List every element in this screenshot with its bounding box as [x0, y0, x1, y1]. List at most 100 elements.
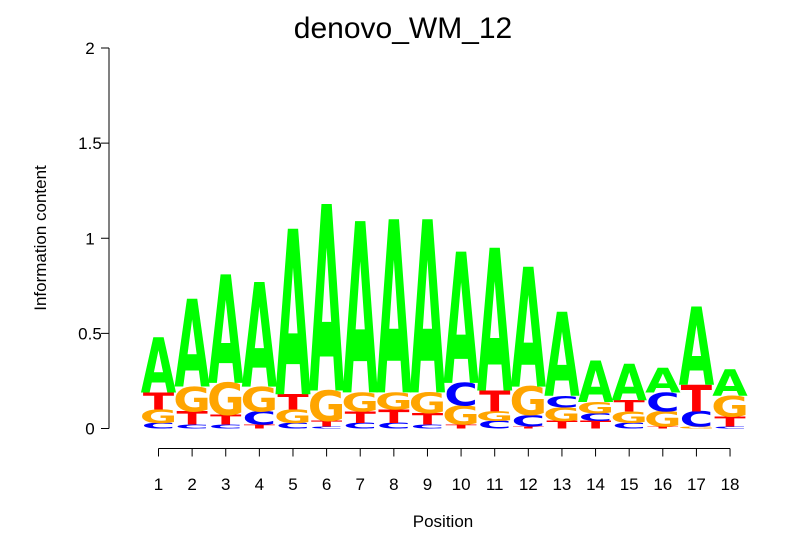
logo-letter-C: C — [646, 387, 680, 418]
logo-letter-G: G — [577, 399, 615, 417]
logo-letter-T: T — [479, 386, 510, 419]
x-tick-label: 12 — [519, 475, 538, 494]
x-axis: 1 2 3 4 5 6 7 8 9 10 11 12 13 14 15 16 17 18 — [154, 448, 740, 494]
logo-letter-T: T — [378, 407, 410, 428]
logo-letter-T: T — [546, 419, 578, 431]
logo-letter-T: T — [513, 426, 544, 429]
logo-letter-C: C — [579, 411, 613, 423]
logo-letter-G: G — [476, 409, 514, 424]
logo-letter-G: G — [341, 387, 379, 418]
y-tick-label: 1.5 — [78, 134, 102, 153]
logo-letter-C: C — [310, 426, 344, 429]
logo-letter-C: C — [545, 393, 579, 411]
logo-letter-G: G — [375, 388, 413, 416]
logo-letter-C: C — [444, 378, 478, 414]
logo-letter-A: A — [208, 245, 243, 418]
y-tick-label: 1 — [85, 229, 94, 248]
x-axis-label: Position — [413, 512, 473, 531]
logo-letter-T: T — [244, 424, 276, 430]
logo-letter-G: G — [644, 408, 682, 432]
logo-letter-T: T — [311, 419, 343, 428]
logo-letter-T: T — [412, 411, 444, 429]
logo-letter-C: C — [209, 424, 243, 430]
logo-letter-A: A — [242, 255, 277, 422]
logo-letter-G: G — [274, 407, 312, 428]
x-tick-label: 3 — [221, 475, 230, 494]
logo-letter-A: A — [275, 184, 310, 449]
logo-letter-C: C — [713, 426, 747, 429]
logo-letter-T: T — [345, 409, 377, 427]
logo-letter-C: C — [612, 421, 646, 430]
logo-letter-G: G — [543, 405, 581, 426]
logo-letter-T: T — [277, 391, 309, 415]
logo-letter-C: C — [512, 412, 546, 430]
logo-letter-C: C — [411, 424, 445, 430]
logo-letter-A: A — [309, 154, 344, 452]
x-tick-label: 2 — [187, 475, 196, 494]
logo-letter-A: A — [477, 209, 512, 438]
logo-letter-A: A — [443, 216, 479, 426]
x-tick-label: 6 — [322, 475, 331, 494]
x-tick-label: 13 — [552, 475, 571, 494]
y-tick-label: 0 — [85, 420, 94, 439]
logo-letter-G: G — [241, 380, 279, 420]
x-tick-label: 9 — [423, 475, 432, 494]
logo-letter-G: G — [678, 426, 716, 429]
x-tick-label: 15 — [620, 475, 639, 494]
logo-letter-G: G — [207, 374, 245, 426]
logo-letter-G: G — [510, 379, 548, 425]
logo-letter-G: G — [610, 409, 648, 427]
y-axis: 0 0.5 1 1.5 2 — [78, 39, 110, 439]
x-tick-label: 10 — [452, 475, 471, 494]
x-tick-label: 11 — [486, 475, 504, 494]
logo-letter-T: T — [210, 413, 241, 428]
x-tick-label: 8 — [389, 475, 398, 494]
logo-letter-T: T — [176, 408, 208, 429]
x-tick-label: 14 — [586, 475, 605, 494]
logo-letter-A: A — [174, 277, 209, 416]
logo-letter-G: G — [140, 407, 178, 428]
logo-letter-C: C — [175, 424, 209, 430]
logo-letter-C: C — [478, 419, 512, 431]
logo-letter-T: T — [143, 388, 174, 416]
x-tick-label: 16 — [653, 475, 672, 494]
logo-letter-T: T — [714, 415, 745, 430]
logo-letter-A: A — [679, 287, 715, 410]
logo-letter-A: A — [511, 235, 546, 426]
logo-letter-A: A — [544, 290, 580, 424]
logo-letter-G: G — [308, 383, 346, 432]
logo-letter-A: A — [410, 173, 445, 449]
y-tick-label: 2 — [85, 39, 94, 58]
logo-letter-C: C — [680, 408, 714, 432]
x-tick-label: 5 — [288, 475, 297, 494]
logo-letter-A: A — [141, 322, 177, 410]
x-tick-label: 17 — [687, 475, 706, 494]
logo-letter-A: A — [645, 361, 680, 401]
x-tick-label: 7 — [355, 475, 364, 494]
logo-letter-A: A — [376, 173, 411, 449]
x-tick-label: 18 — [721, 475, 740, 494]
logo-letter-A: A — [342, 174, 377, 447]
x-tick-label: 1 — [154, 475, 163, 494]
logo-letter-T: T — [681, 378, 713, 420]
logo-letter-T: T — [647, 426, 678, 429]
chart-title: denovo_WM_12 — [294, 12, 512, 45]
logo-letter-T: T — [580, 419, 612, 431]
